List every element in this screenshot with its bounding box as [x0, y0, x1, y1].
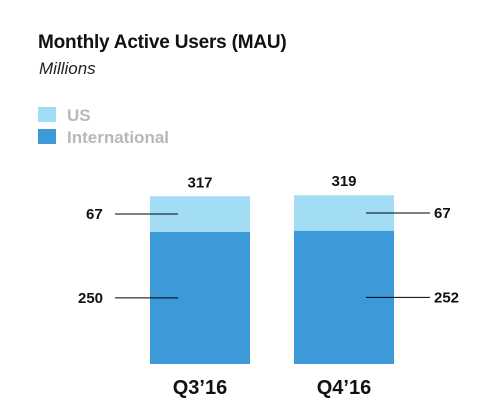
value-label-international-1: 252 — [434, 289, 459, 306]
value-label-international-0: 250 — [78, 290, 103, 307]
legend-swatch-us — [38, 107, 56, 122]
total-label-0: 317 — [187, 174, 212, 191]
value-label-us-0: 67 — [86, 206, 103, 223]
chart-subtitle: Millions — [39, 59, 96, 78]
chart-title: Monthly Active Users (MAU) — [38, 32, 287, 53]
legend-swatch-international — [38, 129, 56, 144]
value-label-us-1: 67 — [434, 205, 451, 222]
total-label-1: 319 — [331, 173, 356, 190]
legend-label-international: International — [67, 128, 170, 147]
category-label-1: Q4’16 — [317, 377, 371, 399]
legend-label-us: US — [67, 106, 91, 125]
category-label-0: Q3’16 — [173, 377, 227, 399]
